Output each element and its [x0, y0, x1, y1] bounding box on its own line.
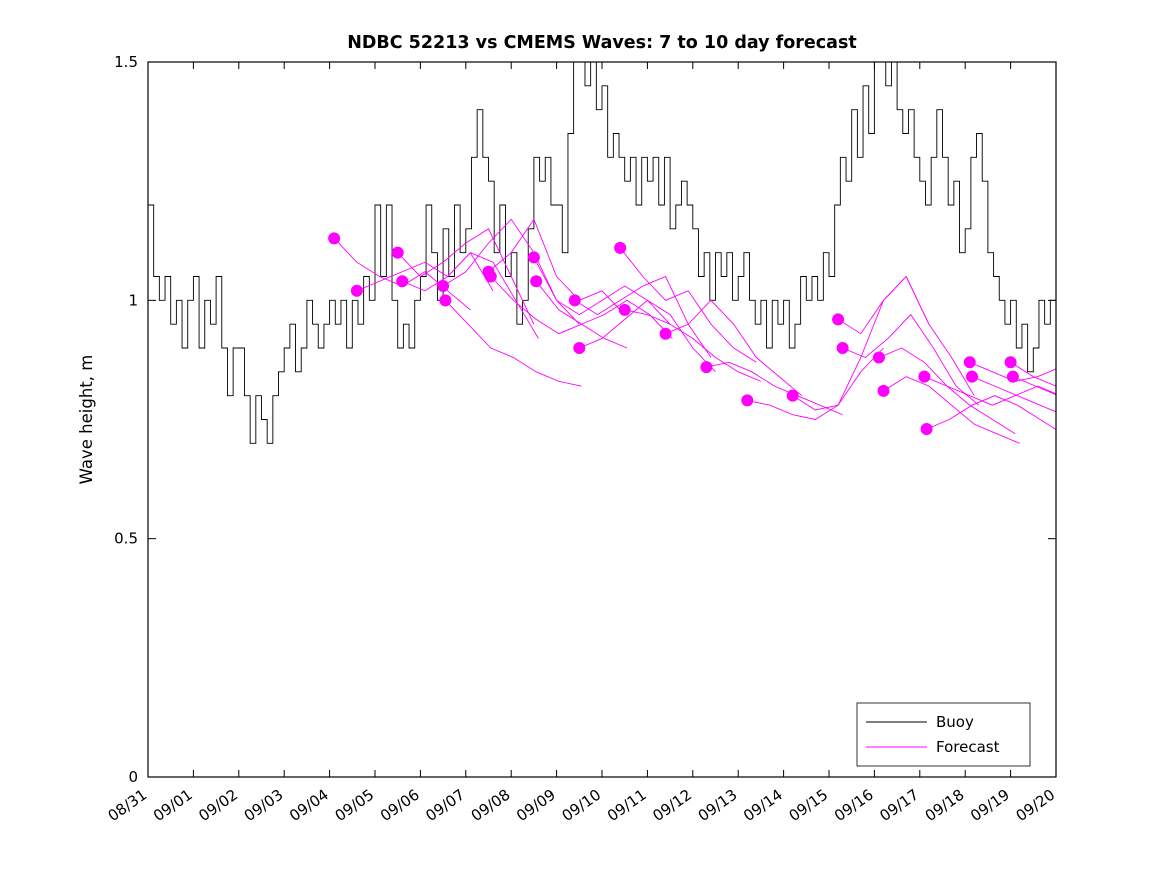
forecast-line	[837, 275, 975, 396]
forecast-start-marker	[700, 361, 713, 374]
forecast-start-marker	[877, 384, 890, 397]
forecast-line	[969, 361, 1056, 382]
forecast-start-marker	[439, 294, 452, 307]
forecast-start-marker	[918, 370, 931, 383]
y-tick-label: 1	[128, 291, 138, 309]
forecast-start-marker	[832, 313, 845, 326]
legend: Buoy Forecast	[856, 702, 1031, 767]
forecast-start-marker	[920, 423, 933, 436]
forecast-line	[619, 247, 757, 363]
legend-label: Buoy	[936, 713, 974, 731]
legend-label: Forecast	[936, 738, 1000, 756]
forecast-start-marker	[1006, 370, 1019, 383]
forecast-start-marker	[741, 394, 754, 407]
forecast-line	[445, 300, 582, 387]
y-tick-label: 1.5	[114, 53, 138, 71]
forecast-start-marker	[328, 232, 341, 245]
forecast-line	[747, 347, 884, 420]
forecast-line	[1010, 361, 1056, 387]
forecast-start-marker	[1004, 356, 1017, 369]
forecast-series	[328, 218, 1056, 444]
forecast-start-marker	[618, 303, 631, 316]
forecast-start-marker	[350, 284, 363, 297]
y-axis-label: Wave height, m	[77, 355, 96, 485]
forecast-line	[402, 252, 539, 339]
forecast-line	[665, 299, 803, 397]
forecast-start-marker	[391, 246, 404, 259]
forecast-start-marker	[573, 342, 586, 354]
forecast-line	[624, 309, 762, 382]
forecast-line	[490, 276, 628, 349]
buoy-series	[148, 62, 1056, 444]
forecast-start-marker	[966, 370, 979, 383]
forecast-start-marker	[568, 294, 581, 307]
forecast-start-marker	[836, 342, 849, 354]
forecast-line	[971, 376, 1056, 413]
forecast-line	[1012, 376, 1056, 396]
forecast-line	[924, 376, 1056, 406]
forecast-start-marker	[659, 327, 672, 340]
legend-box	[856, 702, 1031, 767]
forecast-line	[488, 218, 626, 315]
forecast-start-marker	[530, 275, 543, 288]
forecast-line	[926, 395, 1056, 431]
chart-title: NDBC 52213 vs CMEMS Waves: 7 to 10 day f…	[347, 33, 857, 53]
forecast-start-marker	[396, 275, 409, 288]
forecast-start-marker	[437, 280, 450, 293]
buoy-line	[148, 62, 1056, 444]
forecast-line	[535, 280, 673, 339]
forecast-line	[706, 361, 843, 416]
forecast-start-marker	[614, 241, 627, 254]
forecast-start-marker	[484, 270, 497, 283]
y-tick-label: 0	[128, 768, 138, 786]
forecast-line	[397, 228, 535, 325]
forecast-line	[883, 376, 1020, 444]
y-tick-label: 0.5	[114, 530, 138, 548]
forecast-line	[842, 313, 980, 406]
forecast-line	[579, 299, 716, 373]
forecast-start-marker	[872, 351, 885, 364]
forecast-start-marker	[527, 251, 540, 264]
forecast-start-marker	[786, 389, 799, 402]
forecast-start-marker	[963, 356, 976, 369]
